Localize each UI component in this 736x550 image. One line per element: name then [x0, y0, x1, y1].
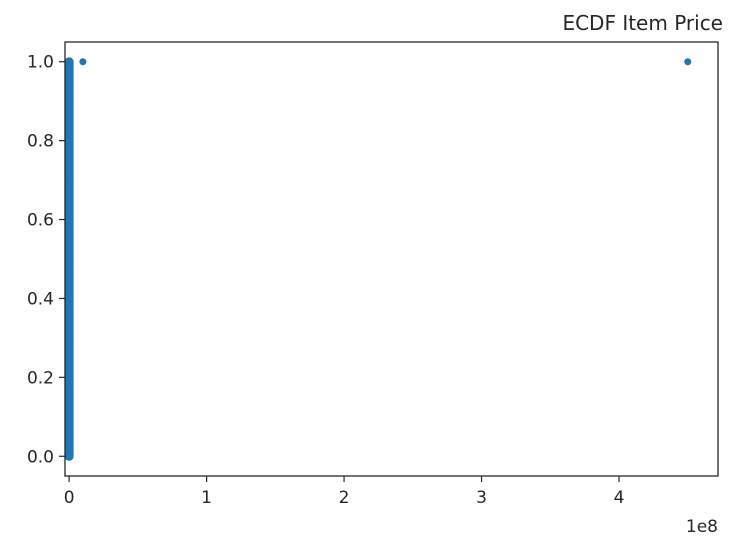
- x-tick-label: 2: [339, 488, 350, 508]
- x-axis: 0 1 2 3 4: [64, 476, 625, 508]
- x-tick-label: 0: [64, 488, 75, 508]
- data-point: [65, 334, 73, 342]
- y-tick-label: 0.0: [27, 447, 54, 467]
- y-tick-label: 0.4: [27, 289, 54, 309]
- data-point: [65, 58, 73, 66]
- data-point: [65, 176, 73, 184]
- y-tick-label: 1.0: [27, 53, 54, 73]
- data-point: [65, 77, 73, 85]
- data-point: [65, 235, 73, 243]
- data-points: [64, 57, 692, 461]
- x-tick-label: 3: [476, 488, 487, 508]
- data-point: [65, 452, 73, 460]
- data-point: [65, 156, 73, 164]
- data-point: [65, 97, 73, 105]
- data-point: [65, 393, 73, 401]
- data-point: [79, 58, 87, 66]
- y-tick-label: 0.8: [27, 132, 54, 152]
- y-tick-label: 0.6: [27, 211, 54, 231]
- data-point: [65, 196, 73, 204]
- data-point: [65, 413, 73, 421]
- chart-title: ECDF Item Price: [562, 11, 723, 35]
- x-offset-label: 1e8: [686, 517, 718, 537]
- y-axis: 0.0 0.2 0.4 0.6 0.8 1.0: [27, 53, 65, 467]
- data-point: [65, 354, 73, 362]
- y-tick-label: 0.2: [27, 368, 54, 388]
- data-point: [65, 117, 73, 125]
- data-point: [65, 137, 73, 145]
- data-point: [65, 314, 73, 322]
- data-point: [65, 294, 73, 302]
- x-tick-label: 4: [614, 488, 625, 508]
- x-tick-label: 1: [201, 488, 212, 508]
- data-point: [65, 433, 73, 441]
- plot-frame: [64, 41, 719, 477]
- data-point: [65, 216, 73, 224]
- data-point: [684, 58, 692, 66]
- data-point: [65, 275, 73, 283]
- data-point: [65, 255, 73, 263]
- data-point: [65, 373, 73, 381]
